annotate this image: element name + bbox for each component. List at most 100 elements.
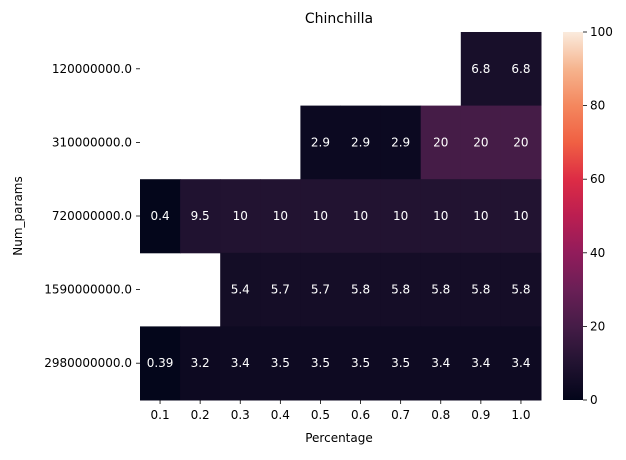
cell-value-label: 5.4: [231, 283, 250, 297]
cell-value-label: 6.8: [471, 62, 490, 76]
heatmap-cell: [460, 179, 502, 254]
cell-value-label: 10: [233, 209, 248, 223]
heatmap-cell: [340, 326, 382, 401]
cell-value-label: 10: [473, 209, 488, 223]
x-tick-label: 0.4: [271, 408, 290, 422]
heatmap-cell: [140, 179, 181, 254]
cell-value-label: 0.4: [151, 209, 170, 223]
heatmap-cell: [500, 179, 542, 254]
x-tick-label: 0.9: [471, 408, 490, 422]
x-tick-label: 1.0: [511, 408, 530, 422]
y-axis-label: Num_params: [11, 176, 25, 255]
cell-value-label: 9.5: [191, 209, 210, 223]
cell-value-label: 10: [353, 209, 368, 223]
cell-value-label: 3.5: [311, 356, 330, 370]
heatmap-cell: [380, 105, 422, 180]
heatmap-cell: [380, 252, 422, 327]
colorbar-tick-label: 40: [590, 246, 605, 260]
cell-value-label: 5.8: [471, 283, 490, 297]
heatmap-cell: [300, 326, 341, 401]
heatmap-cell: [460, 252, 502, 327]
heatmap-cell: [460, 326, 502, 401]
heatmap-cell: [220, 326, 261, 401]
cell-value-label: 0.39: [147, 356, 174, 370]
y-tick-label: 1590000000.0: [44, 283, 132, 297]
heatmap-cell: [420, 252, 462, 327]
heatmap-cell: [460, 32, 502, 107]
heatmap-cell: [420, 326, 462, 401]
cell-value-label: 5.7: [311, 283, 330, 297]
heatmap-cell: [340, 105, 382, 180]
cell-value-label: 3.2: [191, 356, 210, 370]
cell-value-label: 10: [313, 209, 328, 223]
heatmap-cell: [260, 252, 301, 327]
x-tick-label: 0.7: [391, 408, 410, 422]
cell-value-label: 3.4: [511, 356, 530, 370]
colorbar-tick-label: 60: [590, 172, 605, 186]
y-tick-label: 2980000000.0: [44, 356, 132, 370]
colorbar: [563, 32, 583, 400]
cell-value-label: 3.5: [271, 356, 290, 370]
cell-value-label: 2.9: [311, 135, 330, 149]
heatmap-cell: [420, 105, 462, 180]
heatmap-cell: [500, 326, 542, 401]
heatmap-cell: [500, 32, 542, 107]
colorbar-axis: 0 20 40 60 80 100: [583, 25, 613, 407]
heatmap-cell: [420, 179, 462, 254]
y-tick-label: 720000000.0: [52, 209, 132, 223]
heatmap-cell: [300, 252, 341, 327]
x-axis-label: Percentage: [305, 431, 373, 445]
cell-value-label: 2.9: [351, 135, 370, 149]
heatmap-cell: [300, 179, 341, 254]
heatmap-cell: [340, 179, 382, 254]
heatmap-cell: [220, 179, 261, 254]
y-tick-label: 310000000.0: [52, 135, 132, 149]
colorbar-tick-label: 100: [590, 25, 613, 39]
x-tick-label: 0.2: [191, 408, 210, 422]
y-axis: 120000000.0 310000000.0 720000000.0 1590000…: [44, 62, 140, 370]
heatmap-cell: [260, 326, 301, 401]
x-tick-label: 0.6: [351, 408, 370, 422]
cell-value-label: 5.8: [431, 283, 450, 297]
heatmap-cell: [260, 179, 301, 254]
cell-value-label: 3.4: [431, 356, 450, 370]
cell-value-label: 3.4: [471, 356, 490, 370]
cell-value-label: 3.5: [351, 356, 370, 370]
cell-value-label: 10: [513, 209, 528, 223]
x-axis: 0.1 0.2 0.3 0.4 0.5 0.6 0.7 0.8 0.9 1.0: [151, 400, 530, 422]
heatmap-cell: [500, 252, 542, 327]
colorbar-tick-label: 80: [590, 99, 605, 113]
y-tick-label: 120000000.0: [52, 62, 132, 76]
cell-value-label: 3.4: [231, 356, 250, 370]
cell-value-label: 2.9: [391, 135, 410, 149]
x-tick-label: 0.3: [231, 408, 250, 422]
cell-value-label: 6.8: [511, 62, 530, 76]
x-tick-label: 0.1: [151, 408, 170, 422]
heatmap-cell: [340, 252, 382, 327]
cell-value-label: 10: [273, 209, 288, 223]
cell-value-label: 5.8: [351, 283, 370, 297]
colorbar-tick-label: 0: [590, 393, 598, 407]
heatmap-cell: [380, 179, 422, 254]
cell-value-label: 20: [433, 135, 448, 149]
heatmap-cell: [300, 105, 341, 180]
heatmap-cells: 6.8 6.8 2.9 2.9 2.9 20 20 20 0.4 9.5 10 10 10 10 10 10 1…: [140, 32, 542, 401]
cell-value-label: 5.8: [391, 283, 410, 297]
cell-value-label: 5.8: [511, 283, 530, 297]
cell-value-label: 20: [473, 135, 488, 149]
heatmap-cell: [180, 179, 221, 254]
heatmap-cell: [180, 326, 221, 401]
chart-title: Chinchilla: [305, 11, 373, 27]
colorbar-tick-label: 20: [590, 319, 605, 333]
cell-value-label: 3.5: [391, 356, 410, 370]
heatmap-cell: [140, 326, 181, 401]
cell-value-label: 5.7: [271, 283, 290, 297]
x-tick-label: 0.8: [431, 408, 450, 422]
heatmap-cell: [220, 252, 261, 327]
cell-value-label: 20: [513, 135, 528, 149]
x-tick-label: 0.5: [311, 408, 330, 422]
heatmap-cell: [460, 105, 502, 180]
heatmap-cell: [380, 326, 422, 401]
cell-value-label: 10: [433, 209, 448, 223]
